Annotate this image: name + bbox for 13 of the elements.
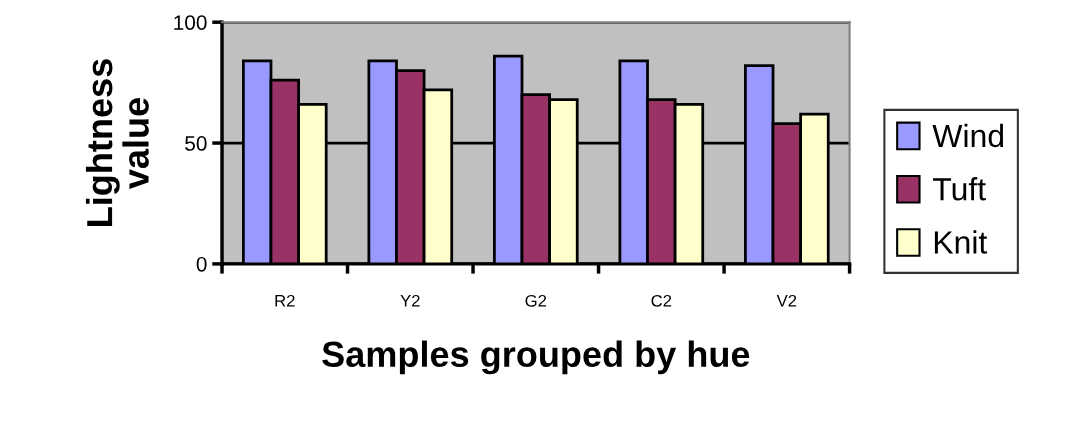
x-tick-label: R2 xyxy=(275,294,295,307)
y-axis-title: Lightness value xyxy=(85,59,149,226)
x-axis-title: Samples grouped by hue xyxy=(322,340,750,375)
y-tick-label: 0 xyxy=(196,256,207,272)
x-tick-label: V2 xyxy=(776,294,797,307)
legend-label: Knit xyxy=(934,230,988,254)
x-tick-label: G2 xyxy=(525,294,547,307)
legend-label: Tuft xyxy=(933,177,986,201)
y-tick-label: 50 xyxy=(185,136,207,151)
legend-label: Wind xyxy=(932,123,1004,148)
x-tick-label: C2 xyxy=(651,294,672,307)
x-tick-label: Y2 xyxy=(400,294,420,307)
y-tick-label: 100 xyxy=(174,15,207,30)
